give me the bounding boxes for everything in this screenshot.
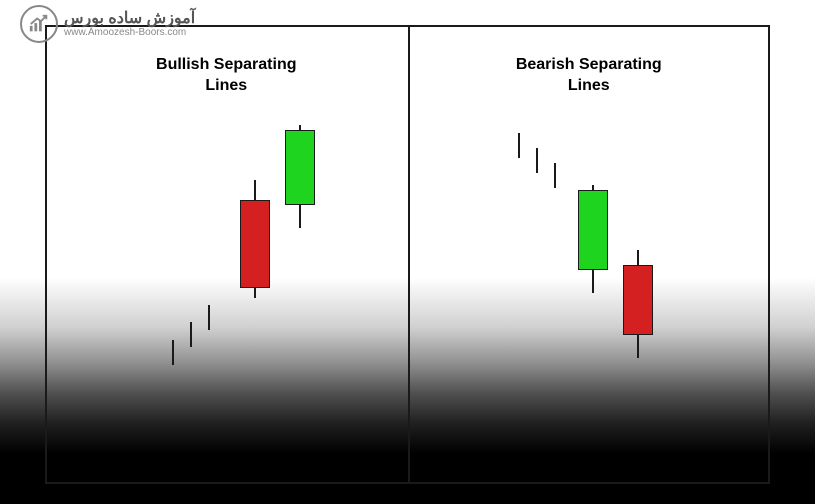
candlestick <box>578 25 608 425</box>
candle-body <box>240 200 270 288</box>
bullish-panel: Bullish Separating Lines <box>45 25 408 484</box>
candlestick <box>285 25 315 425</box>
watermark-sub-text: www.Amoozesh-Boors.com <box>64 27 195 38</box>
candle-body <box>285 130 315 205</box>
bullish-candle-area <box>45 25 408 484</box>
trend-bar <box>536 148 538 173</box>
candlestick <box>240 25 270 425</box>
watermark-main-text: آموزش ساده بورس <box>64 10 195 28</box>
trend-bar <box>554 163 556 188</box>
bearish-panel: Bearish Separating Lines <box>408 25 771 484</box>
watermark-icon <box>20 5 58 43</box>
trend-bar <box>190 322 192 347</box>
candlestick <box>623 25 653 425</box>
trend-bar <box>172 340 174 365</box>
candle-body <box>578 190 608 270</box>
watermark-logo: آموزش ساده بورس www.Amoozesh-Boors.com <box>20 5 195 43</box>
trend-bar <box>208 305 210 330</box>
trend-bar <box>518 133 520 158</box>
chart-arrow-icon <box>28 13 50 35</box>
candle-body <box>623 265 653 335</box>
bearish-candle-area <box>408 25 771 484</box>
watermark-text: آموزش ساده بورس www.Amoozesh-Boors.com <box>64 10 195 39</box>
